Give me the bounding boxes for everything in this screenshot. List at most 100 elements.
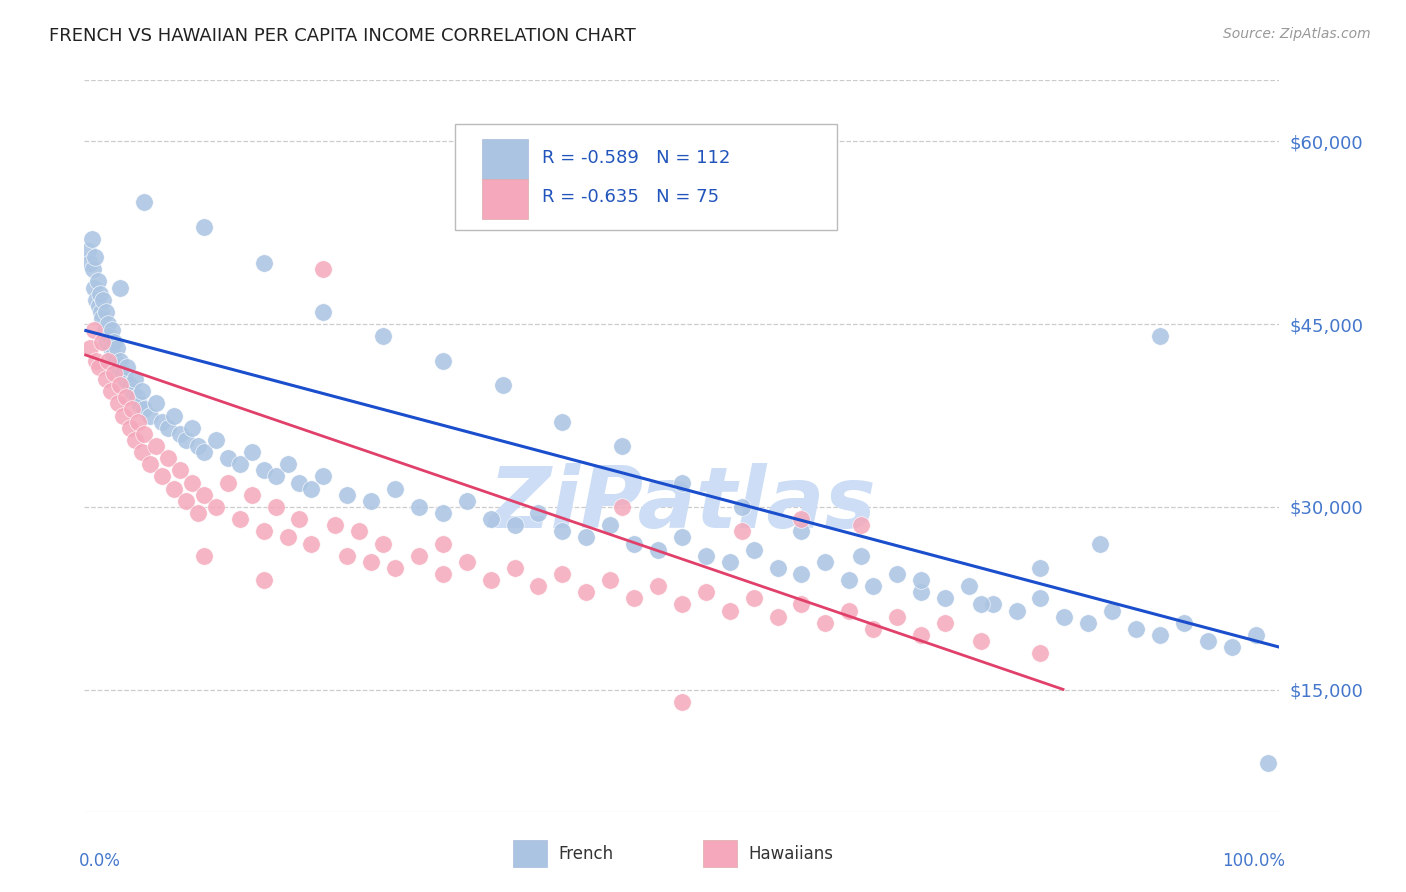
Point xyxy=(527,579,550,593)
Point xyxy=(790,567,813,582)
Point xyxy=(742,591,765,606)
Point xyxy=(671,598,693,612)
Point xyxy=(145,439,167,453)
Point xyxy=(408,549,430,563)
Point xyxy=(934,591,956,606)
Point xyxy=(456,555,478,569)
Point xyxy=(97,317,120,331)
Point xyxy=(671,695,693,709)
Point xyxy=(217,451,239,466)
Text: Source: ZipAtlas.com: Source: ZipAtlas.com xyxy=(1223,27,1371,41)
Point xyxy=(83,323,105,337)
Point xyxy=(970,634,993,648)
Point xyxy=(121,384,143,399)
Point xyxy=(101,348,124,362)
FancyBboxPatch shape xyxy=(456,124,838,230)
Point xyxy=(114,372,136,386)
Point xyxy=(1197,634,1219,648)
Point xyxy=(492,378,515,392)
Point xyxy=(456,494,478,508)
Point xyxy=(193,488,215,502)
Point xyxy=(193,445,215,459)
Point xyxy=(240,445,263,459)
Point xyxy=(229,512,252,526)
Point xyxy=(527,506,550,520)
Point xyxy=(647,579,669,593)
Point xyxy=(288,475,311,490)
Point xyxy=(790,512,813,526)
Point xyxy=(312,262,335,277)
Point xyxy=(814,615,837,630)
Point xyxy=(117,359,139,374)
Point xyxy=(193,219,215,234)
Text: R = -0.589   N = 112: R = -0.589 N = 112 xyxy=(543,149,731,167)
Point xyxy=(83,280,105,294)
Point xyxy=(957,579,980,593)
Point xyxy=(384,561,406,575)
Point xyxy=(301,536,323,550)
Text: 0.0%: 0.0% xyxy=(79,852,121,870)
Point xyxy=(145,396,167,410)
Point xyxy=(325,518,347,533)
Point xyxy=(87,359,110,374)
Point xyxy=(1244,628,1267,642)
Point xyxy=(104,353,127,368)
Point xyxy=(408,500,430,514)
Point xyxy=(612,500,634,514)
Text: R = -0.635   N = 75: R = -0.635 N = 75 xyxy=(543,188,720,206)
Point xyxy=(862,622,884,636)
Point xyxy=(623,536,645,550)
Point xyxy=(174,494,197,508)
Point xyxy=(886,567,908,582)
Point xyxy=(124,372,146,386)
Point xyxy=(766,561,789,575)
Point xyxy=(731,500,754,514)
Point xyxy=(91,311,114,326)
Point xyxy=(94,372,117,386)
Point xyxy=(169,463,191,477)
Point xyxy=(132,426,156,441)
Point xyxy=(193,549,215,563)
Point xyxy=(93,323,115,337)
Point xyxy=(132,402,156,417)
Point xyxy=(575,530,598,544)
Point xyxy=(360,494,382,508)
Point xyxy=(432,567,454,582)
Point xyxy=(217,475,239,490)
Point xyxy=(253,463,276,477)
FancyBboxPatch shape xyxy=(482,139,527,179)
Point xyxy=(163,409,186,423)
Point xyxy=(360,555,382,569)
Point xyxy=(671,475,693,490)
Point xyxy=(1029,591,1052,606)
Point xyxy=(107,359,129,374)
Point xyxy=(103,335,125,350)
Point xyxy=(115,390,138,404)
Point xyxy=(169,426,191,441)
FancyBboxPatch shape xyxy=(482,179,527,219)
Point xyxy=(187,506,209,520)
Point xyxy=(288,512,311,526)
Point xyxy=(647,542,669,557)
Point xyxy=(384,482,406,496)
Point xyxy=(124,433,146,447)
Point xyxy=(671,530,693,544)
Point xyxy=(79,256,101,270)
Point xyxy=(312,469,335,483)
Point xyxy=(84,250,107,264)
Point xyxy=(612,439,634,453)
Point xyxy=(118,378,141,392)
Point xyxy=(253,256,276,270)
Point xyxy=(551,524,574,539)
Point xyxy=(1077,615,1099,630)
Point xyxy=(79,342,101,356)
Point xyxy=(623,591,645,606)
Point xyxy=(731,524,754,539)
Text: FRENCH VS HAWAIIAN PER CAPITA INCOME CORRELATION CHART: FRENCH VS HAWAIIAN PER CAPITA INCOME COR… xyxy=(49,27,636,45)
Point xyxy=(1090,536,1112,550)
Point xyxy=(96,335,118,350)
Point xyxy=(503,518,526,533)
Point xyxy=(790,524,813,539)
Point xyxy=(101,323,124,337)
Point xyxy=(910,585,932,599)
